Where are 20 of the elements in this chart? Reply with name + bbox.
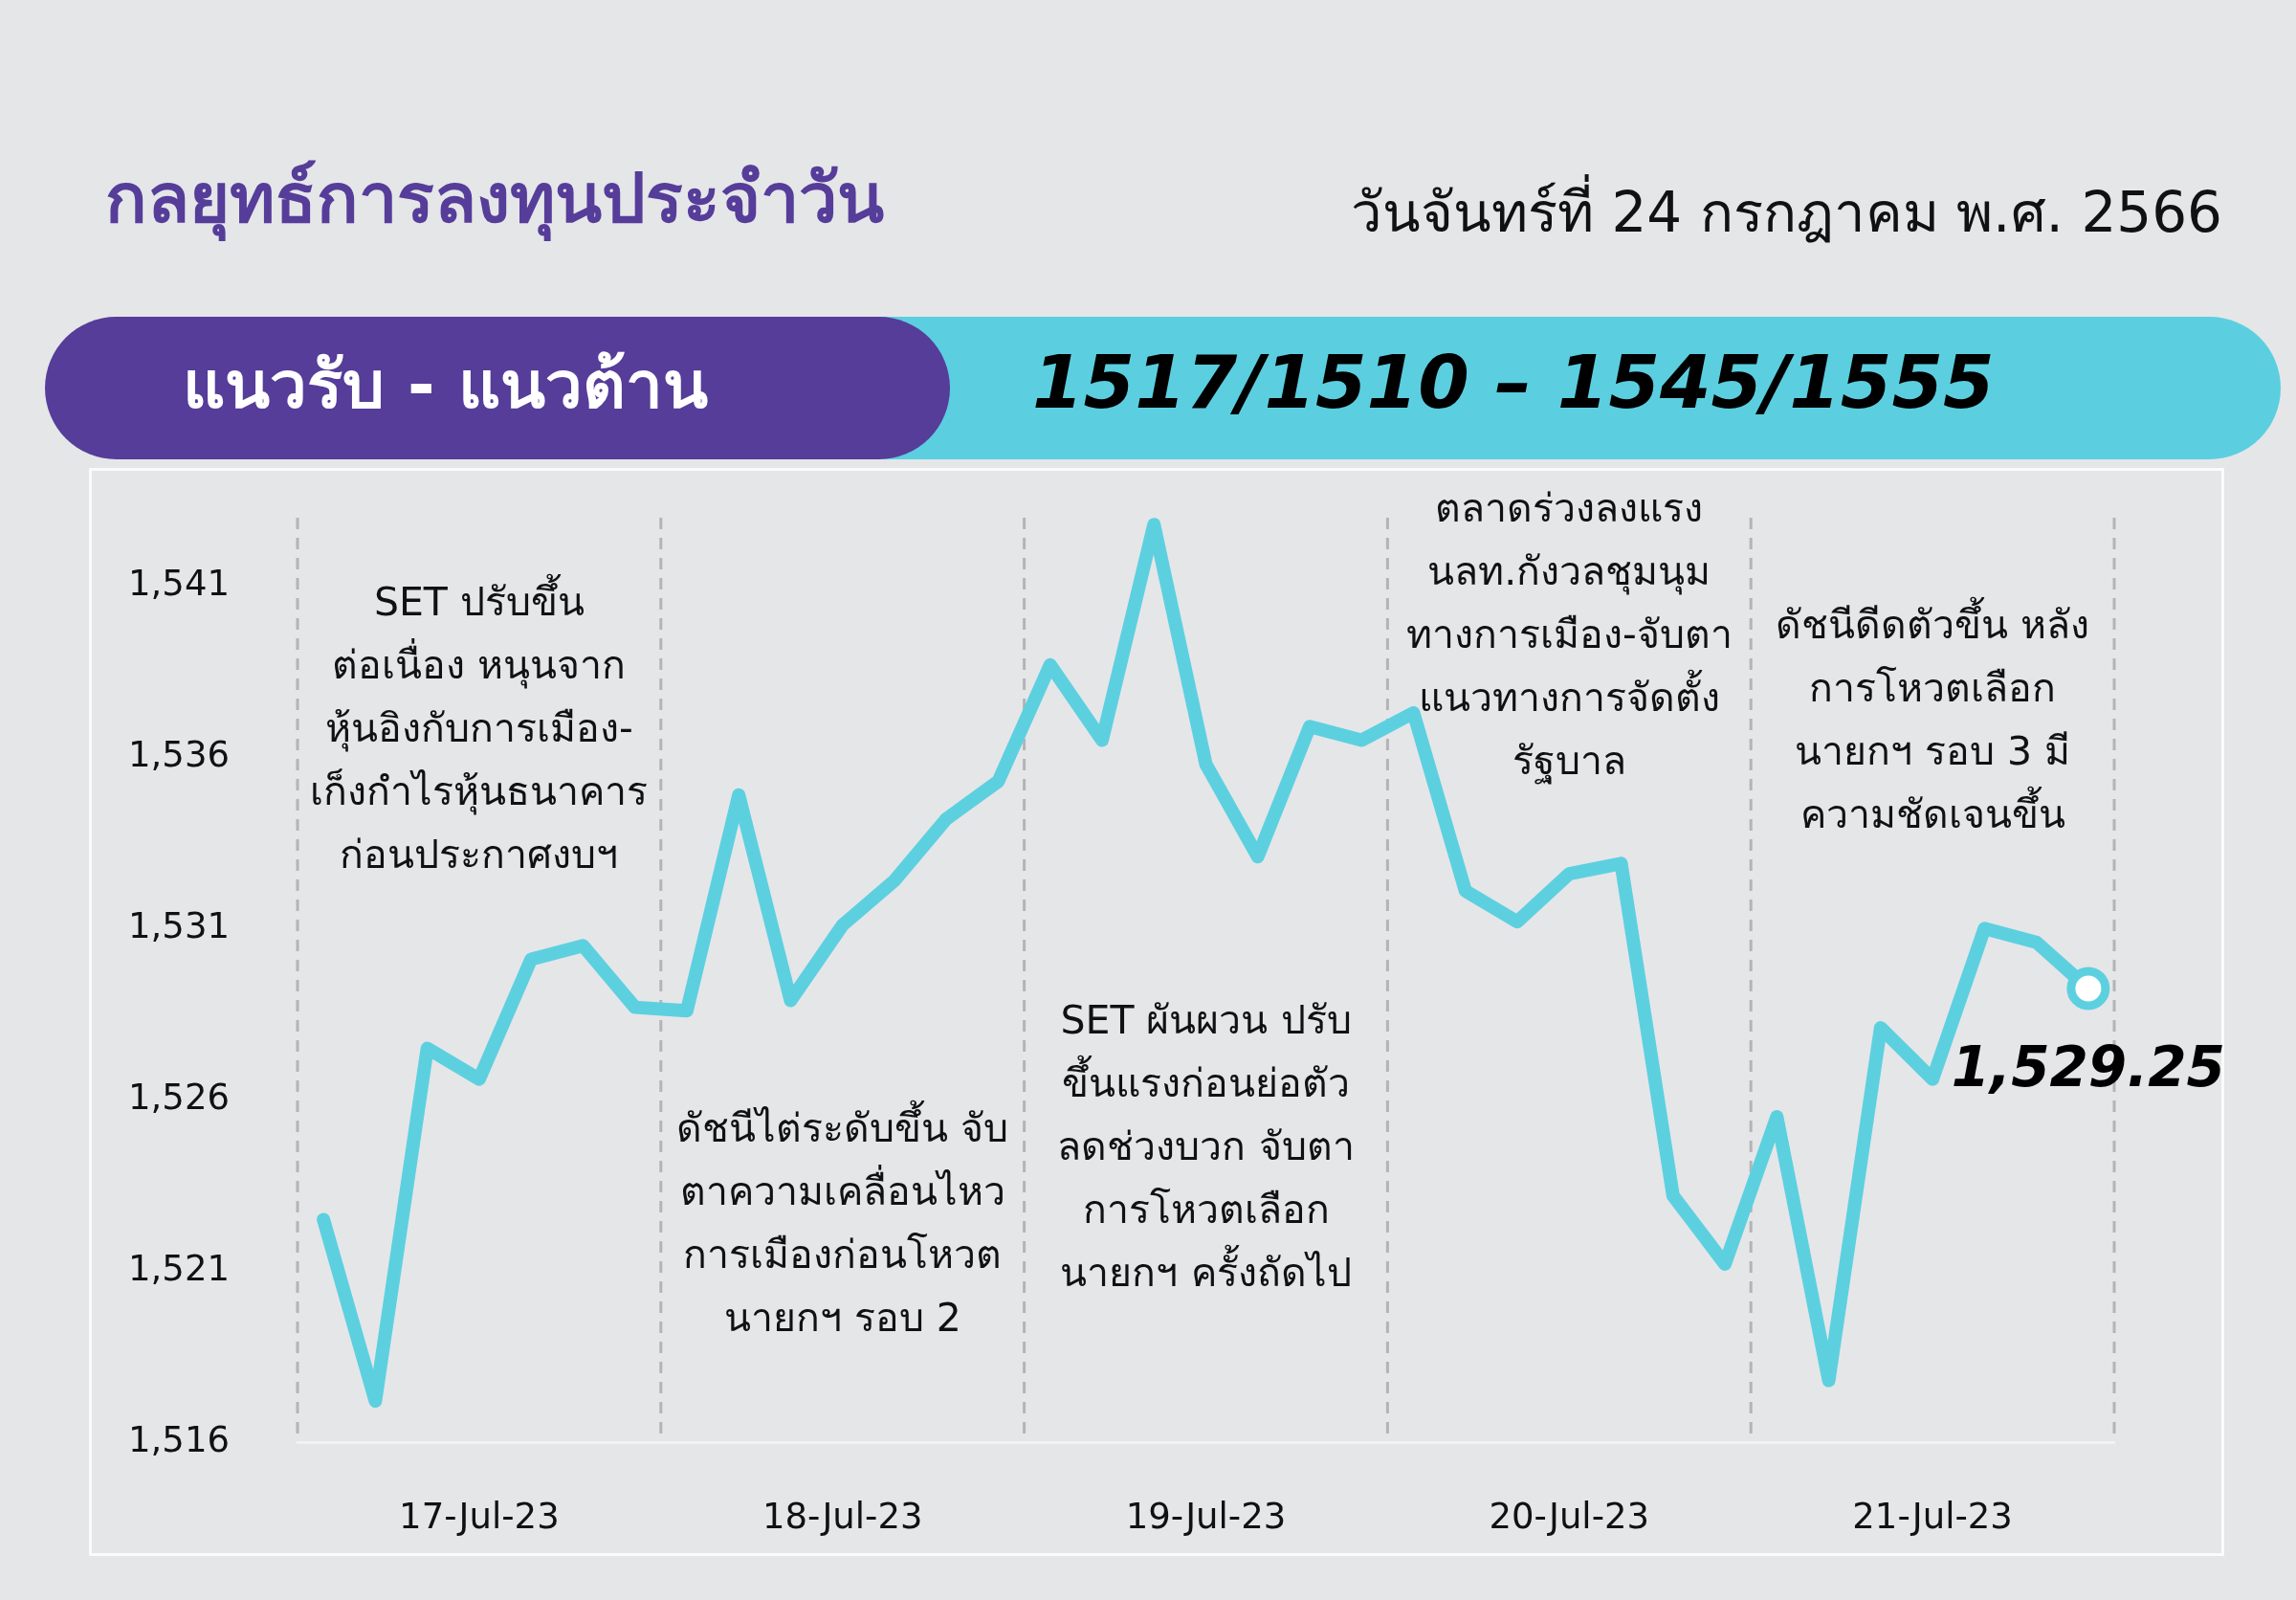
text: 1517/1510 – 1545/1555	[1032, 339, 1995, 427]
annotation: SET ปรับขึ้น ต่อเนื่อง หนุนจาก หุ้นอิงกับการเมือง- เก็งกำไรหุ้นธนาคาร ก่อนประกาศงบฯ	[310, 573, 649, 878]
annotation: ตลาดร่วงลงแรง นลท.กังวลชุมนุม ทางการเมือง-จับตา แนวทางการจัดตั้ง รัฐบาล	[1405, 484, 1733, 785]
chart-title: กลยุทธ์การลงทุนประจำวัน	[105, 157, 884, 240]
annotation: SET ผันผวน ปรับ ขึ้นแรงก่อนย่อตัว ลดช่วงบวก จับตา การโหวตเลือก นายกฯ ครั้งถัดไป	[1057, 996, 1355, 1296]
x-tick-label: 20-Jul-23	[1489, 1495, 1650, 1537]
x-tick-label: 17-Jul-23	[399, 1495, 560, 1537]
y-tick-label: 1,526	[128, 1076, 230, 1118]
y-tick-label: 1,541	[128, 563, 230, 605]
data-label: 1,529.25	[1951, 1034, 2225, 1100]
annotation: ดัชนีไต่ระดับขึ้น จับ ตาความเคลื่อนไหว การเมืองก่อนโหวต นายกฯ รอบ 2	[676, 1100, 1009, 1342]
y-tick-label: 1,536	[128, 734, 230, 776]
x-tick-label: 21-Jul-23	[1852, 1495, 2013, 1537]
y-tick-label: 1,516	[128, 1418, 230, 1460]
annotation: ดัชนีดีดตัวขึ้น หลัง การโหวตเลือก นายกฯ รอบ 3 มี ความชัดเจนขึ้น	[1776, 596, 2090, 838]
x-tick-label: 19-Jul-23	[1125, 1495, 1287, 1537]
y-tick-label: 1,521	[128, 1247, 230, 1289]
x-tick-label: 18-Jul-23	[762, 1495, 923, 1537]
text: แนวรับ - แนวต้าน	[183, 345, 708, 425]
y-tick-label: 1,531	[128, 904, 230, 946]
